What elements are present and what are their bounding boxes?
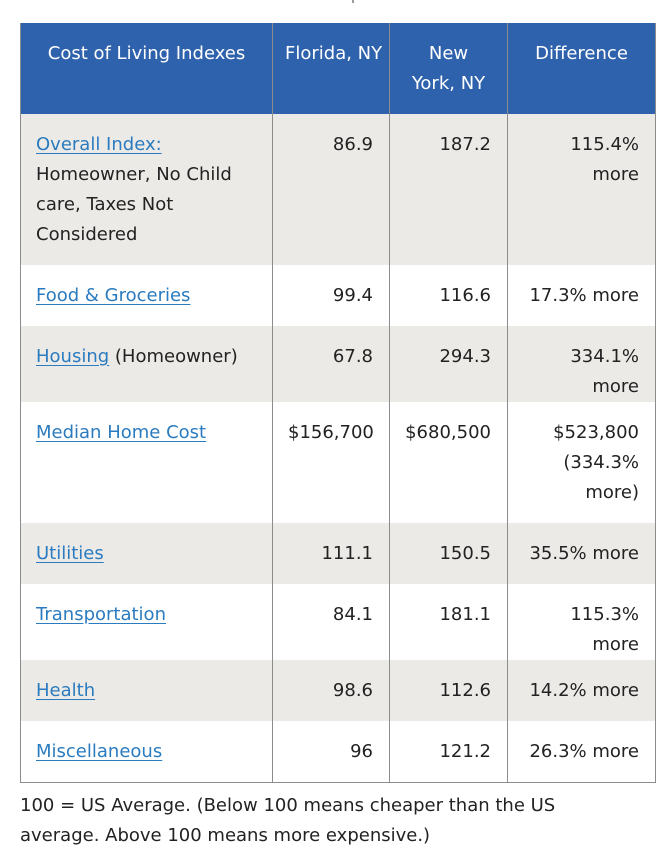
- cost-of-living-table: Cost of Living Indexes Florida, NY New Y…: [20, 23, 656, 783]
- difference-value: 35.5% more: [507, 523, 656, 584]
- overall-index-link[interactable]: Overall Index:: [36, 134, 162, 155]
- row-label-suffix: (Homeowner): [109, 346, 238, 367]
- food-groceries-link[interactable]: Food & Groceries: [36, 285, 191, 306]
- us-average-footnote: 100 = US Average. (Below 100 means cheap…: [20, 795, 556, 846]
- table-row-miscellaneous: Miscellaneous 96 121.2 26.3% more: [20, 721, 656, 783]
- new-york-value: 112.6: [389, 660, 508, 721]
- row-label: Housing (Homeowner): [20, 326, 273, 402]
- table-row-transportation: Transportation 84.1 181.1 115.3% more: [20, 584, 656, 660]
- new-york-value: 294.3: [389, 326, 508, 402]
- row-label-suffix: Homeowner, No Child care, Taxes Not Cons…: [36, 164, 232, 245]
- new-york-value: 181.1: [389, 584, 508, 660]
- new-york-value: 121.2: [389, 721, 508, 783]
- row-label: Overall Index: Homeowner, No Child care,…: [20, 114, 273, 265]
- florida-value: 99.4: [272, 265, 390, 326]
- header-difference: Difference: [507, 23, 656, 114]
- florida-value: 86.9: [272, 114, 390, 265]
- difference-value: 14.2% more: [507, 660, 656, 721]
- row-label: Utilities: [20, 523, 273, 584]
- table-row-overall-index: Overall Index: Homeowner, No Child care,…: [20, 114, 656, 265]
- florida-value: 111.1: [272, 523, 390, 584]
- table-row-utilities: Utilities 111.1 150.5 35.5% more: [20, 523, 656, 584]
- florida-value: 96: [272, 721, 390, 783]
- utilities-link[interactable]: Utilities: [36, 543, 104, 564]
- new-york-value: 116.6: [389, 265, 508, 326]
- header-florida: Florida, NY: [272, 23, 390, 114]
- table-row-housing: Housing (Homeowner) 67.8 294.3 334.1% mo…: [20, 326, 656, 402]
- table-row-health: Health 98.6 112.6 14.2% more: [20, 660, 656, 721]
- row-label: Food & Groceries: [20, 265, 273, 326]
- median-home-cost-link[interactable]: Median Home Cost: [36, 422, 207, 443]
- header-index-label: Cost of Living Indexes: [20, 23, 273, 114]
- table-row-median-home-cost: Median Home Cost $156,700 $680,500 $523,…: [20, 402, 656, 523]
- page-top-divider: [352, 0, 354, 3]
- difference-value: 26.3% more: [507, 721, 656, 783]
- table-row-food-groceries: Food & Groceries 99.4 116.6 17.3% more: [20, 265, 656, 326]
- row-label: Transportation: [20, 584, 273, 660]
- health-link[interactable]: Health: [36, 680, 96, 701]
- difference-value: 115.3% more: [507, 584, 656, 660]
- header-new-york: New York, NY: [389, 23, 508, 114]
- florida-value: 84.1: [272, 584, 390, 660]
- difference-value: 115.4% more: [507, 114, 656, 265]
- new-york-value: 150.5: [389, 523, 508, 584]
- row-label: Median Home Cost: [20, 402, 273, 523]
- florida-value: 98.6: [272, 660, 390, 721]
- table-header-row: Cost of Living Indexes Florida, NY New Y…: [20, 23, 656, 114]
- new-york-value: 187.2: [389, 114, 508, 265]
- new-york-value: $680,500: [389, 402, 508, 523]
- miscellaneous-link[interactable]: Miscellaneous: [36, 741, 163, 762]
- difference-value: 334.1% more: [507, 326, 656, 402]
- difference-value: $523,800 (334.3% more): [507, 402, 656, 523]
- difference-value: 17.3% more: [507, 265, 656, 326]
- row-label: Health: [20, 660, 273, 721]
- row-label: Miscellaneous: [20, 721, 273, 783]
- florida-value: $156,700: [272, 402, 390, 523]
- florida-value: 67.8: [272, 326, 390, 402]
- transportation-link[interactable]: Transportation: [36, 604, 166, 625]
- housing-link[interactable]: Housing: [36, 346, 110, 367]
